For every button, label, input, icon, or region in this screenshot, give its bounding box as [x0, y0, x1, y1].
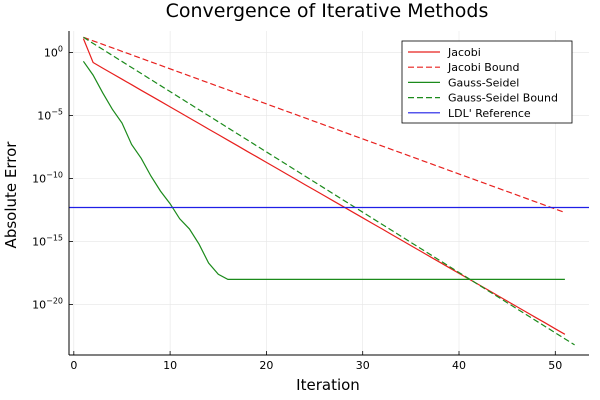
x-ticks: 0 10 20 30 40 50: [70, 351, 562, 372]
x-tick-label: 10: [163, 359, 177, 372]
legend-label-gauss-seidel-bound: Gauss-Seidel Bound: [448, 92, 558, 105]
legend-label-jacobi-bound: Jacobi Bound: [447, 61, 520, 74]
x-tick-label: 20: [259, 359, 273, 372]
legend-label-ldl-reference: LDL' Reference: [448, 107, 531, 120]
legend-label-jacobi: Jacobi: [447, 46, 481, 59]
chart-title: Convergence of Iterative Methods: [166, 0, 489, 22]
legend: Jacobi Jacobi Bound Gauss-Seidel Gauss-Seid…: [401, 40, 573, 124]
series-line-gauss-seidel-bound: [83, 36, 575, 346]
y-tick-label: 10−5: [37, 107, 63, 122]
y-tick-label: 10−10: [32, 171, 63, 186]
x-tick-label: 0: [70, 359, 77, 372]
x-tick-label: 30: [356, 359, 370, 372]
series-line-jacobi-bound: [83, 36, 566, 214]
x-axis-title: Iteration: [296, 376, 360, 394]
series-group: [69, 36, 589, 346]
grid: [69, 31, 589, 355]
y-ticks: 100 10−5 10−10 10−15 10−20: [32, 44, 73, 312]
y-tick-label: 10−20: [32, 297, 63, 312]
y-tick-label: 100: [44, 44, 63, 59]
y-axis-title: Absolute Error: [2, 141, 20, 249]
y-tick-label: 10−15: [32, 234, 63, 249]
x-tick-label: 50: [548, 359, 562, 372]
series-line-gauss-seidel: [82, 60, 565, 280]
x-tick-label: 40: [452, 359, 466, 372]
legend-label-gauss-seidel: Gauss-Seidel: [448, 76, 519, 89]
